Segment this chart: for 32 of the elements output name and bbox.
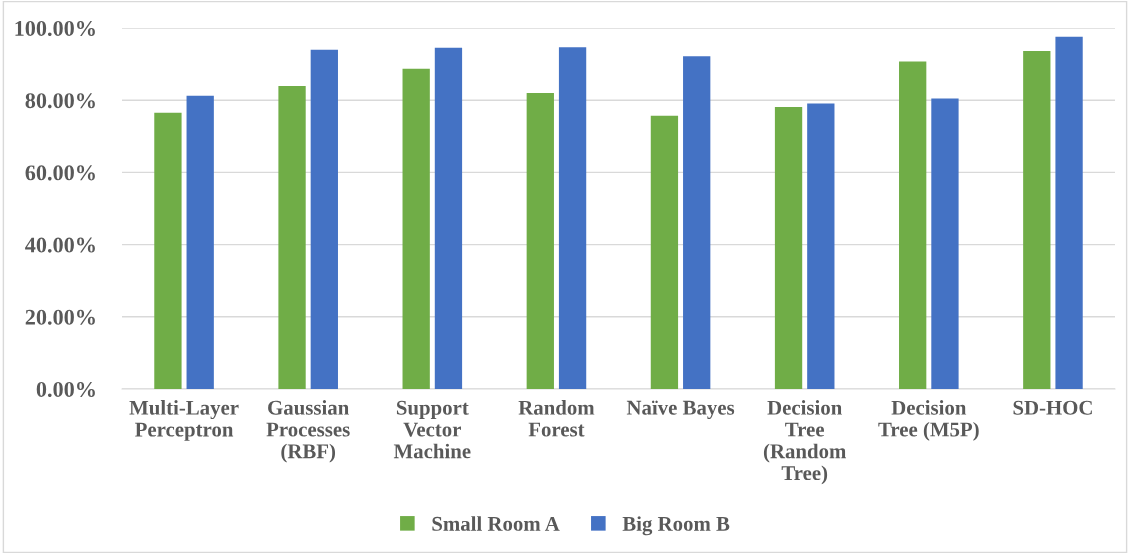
y-tick-label: 80.00% (25, 93, 95, 109)
bar (186, 95, 214, 389)
bar (899, 61, 927, 389)
bar (683, 56, 711, 389)
bar (434, 47, 463, 389)
x-tick-label: Random Forest (518, 400, 595, 437)
bar (402, 68, 430, 389)
x-tick-label: Naïve Bayes (626, 400, 735, 419)
y-tick-label: 40.00% (25, 237, 95, 253)
x-tick-label: Gaussian Processes (RBF) (266, 400, 350, 463)
y-tick-label: 60.00% (25, 165, 95, 181)
legend-label: Small Room A (432, 516, 560, 531)
bar (1055, 36, 1083, 389)
y-tick-label: 100.00% (15, 20, 95, 37)
legend-label: Big Room B (622, 516, 730, 536)
x-tick-label: Decision Tree (M5P) (878, 400, 979, 441)
bar (526, 92, 554, 389)
x-tick-label: Decision Tree (Random Tree) (763, 400, 847, 485)
bar (154, 112, 182, 389)
bar (807, 103, 835, 389)
y-tick-label: 0.00% (36, 381, 95, 398)
bar (774, 107, 803, 389)
x-tick-label: Support Vector Machine (393, 400, 471, 459)
bar (650, 115, 679, 389)
bar (310, 49, 338, 389)
x-tick-label: SD-HOC (1013, 400, 1092, 415)
bar (931, 98, 959, 389)
bar (278, 86, 306, 389)
bar (558, 47, 587, 389)
x-tick-label: Multi-Layer Perceptron (129, 400, 239, 441)
y-tick-label: 20.00% (25, 309, 95, 325)
bar (1023, 51, 1051, 389)
